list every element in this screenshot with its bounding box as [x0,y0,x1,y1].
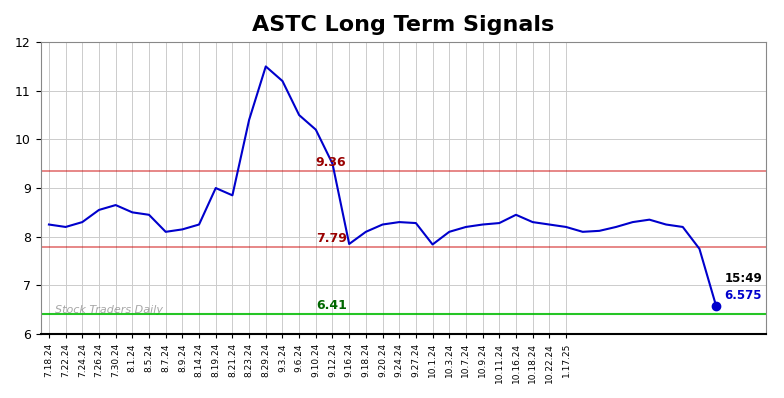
Title: ASTC Long Term Signals: ASTC Long Term Signals [252,15,554,35]
Text: 15:49: 15:49 [724,272,762,285]
Text: Stock Traders Daily: Stock Traders Daily [55,305,163,315]
Text: 6.41: 6.41 [316,299,347,312]
Text: 9.36: 9.36 [316,156,347,169]
Text: 7.79: 7.79 [316,232,347,245]
Text: 6.575: 6.575 [724,289,762,302]
